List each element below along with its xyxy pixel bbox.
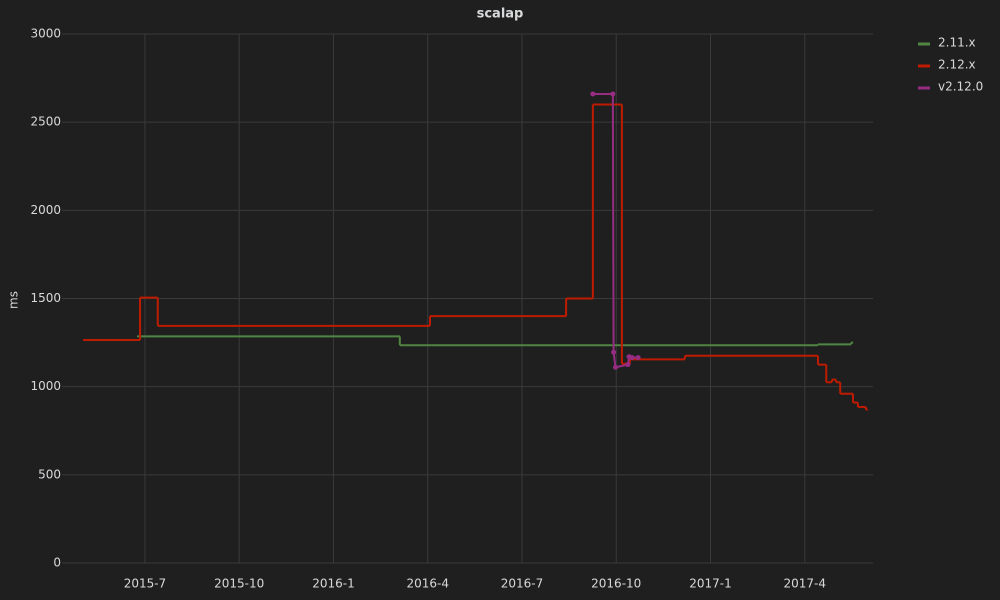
series-line bbox=[592, 92, 639, 369]
y-tick-label: 2000 bbox=[30, 203, 61, 217]
x-tick-label: 2016-7 bbox=[501, 577, 544, 591]
point bbox=[610, 91, 616, 97]
y-tick-label: 3000 bbox=[30, 27, 61, 41]
y-tick-label: 0 bbox=[53, 556, 61, 570]
x-tick-label: 2016-1 bbox=[312, 577, 355, 591]
point bbox=[625, 362, 631, 368]
y-tick-label: 2500 bbox=[30, 115, 61, 129]
point bbox=[590, 91, 596, 97]
y-axis-label: ms bbox=[7, 291, 21, 309]
y-tick-label: 500 bbox=[38, 467, 61, 481]
legend-label: 2.12.x bbox=[938, 58, 976, 72]
legend-label: 2.11.x bbox=[938, 36, 976, 50]
y-tick-label: 1000 bbox=[30, 379, 61, 393]
x-tick-label: 2016-4 bbox=[406, 577, 449, 591]
point bbox=[612, 364, 618, 370]
x-tick-label: 2017-4 bbox=[783, 577, 826, 591]
chart-title: scalap bbox=[477, 7, 524, 22]
point bbox=[629, 355, 635, 361]
x-tick-label: 2016-10 bbox=[591, 577, 641, 591]
y-tick-label: 1500 bbox=[30, 291, 61, 305]
x-tick-label: 2017-1 bbox=[689, 577, 732, 591]
point bbox=[635, 355, 641, 361]
legend-label: v2.12.0 bbox=[938, 80, 983, 94]
point bbox=[611, 349, 617, 355]
x-tick-label: 2015-7 bbox=[124, 577, 167, 591]
x-tick-label: 2015-10 bbox=[214, 577, 264, 591]
